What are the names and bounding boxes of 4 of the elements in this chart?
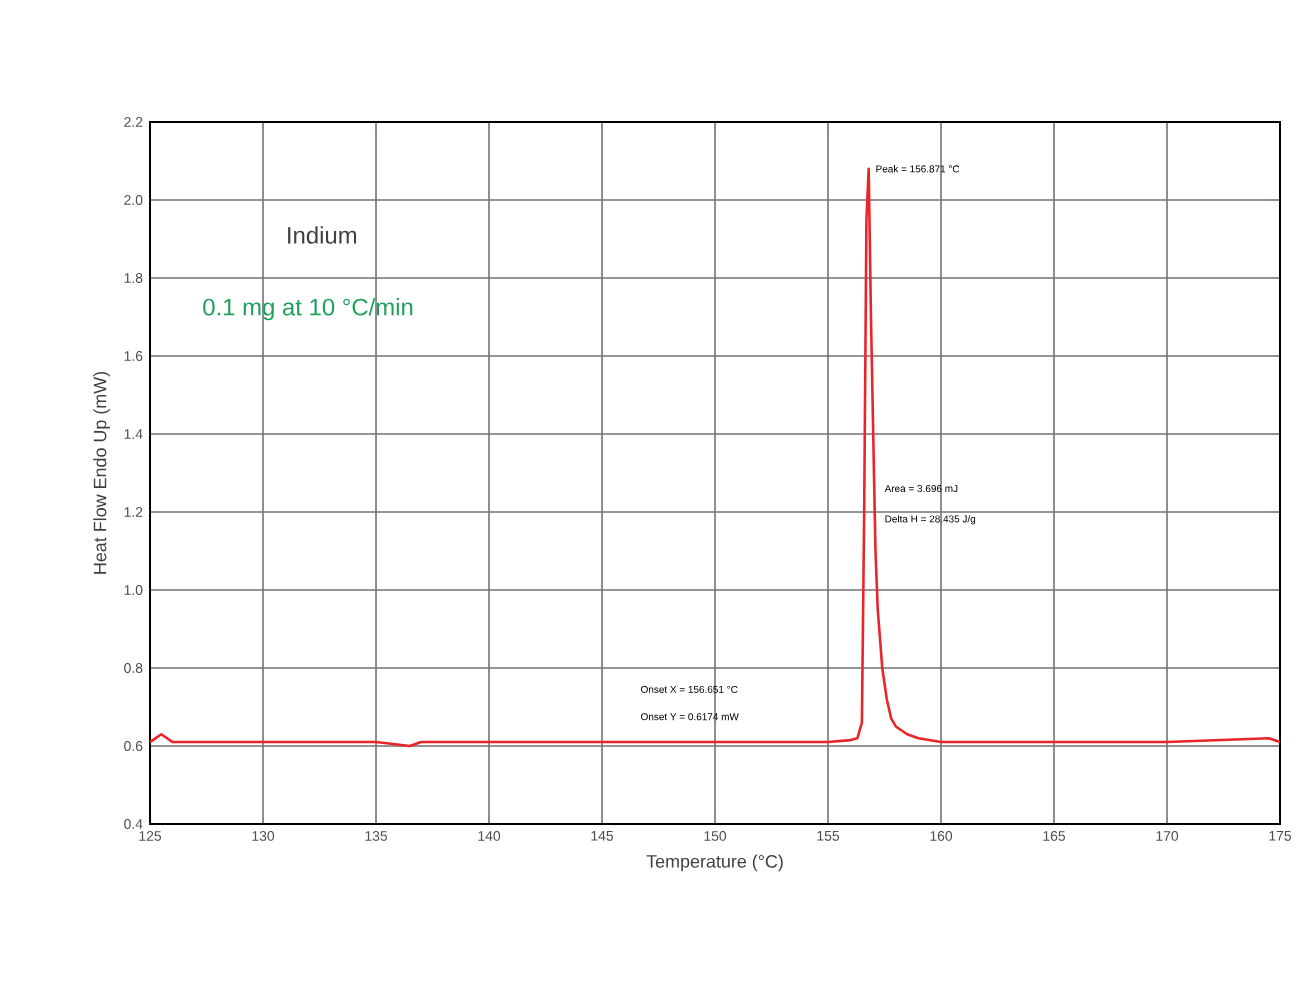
text: 0.1 mg at 10 °C/min (203, 298, 413, 321)
text: Indium (288, 226, 357, 244)
x-axis-title: Temperature (°C) (646, 854, 783, 872)
y-axis-title: Heat Flow Endo Up (mW) (93, 371, 110, 574)
